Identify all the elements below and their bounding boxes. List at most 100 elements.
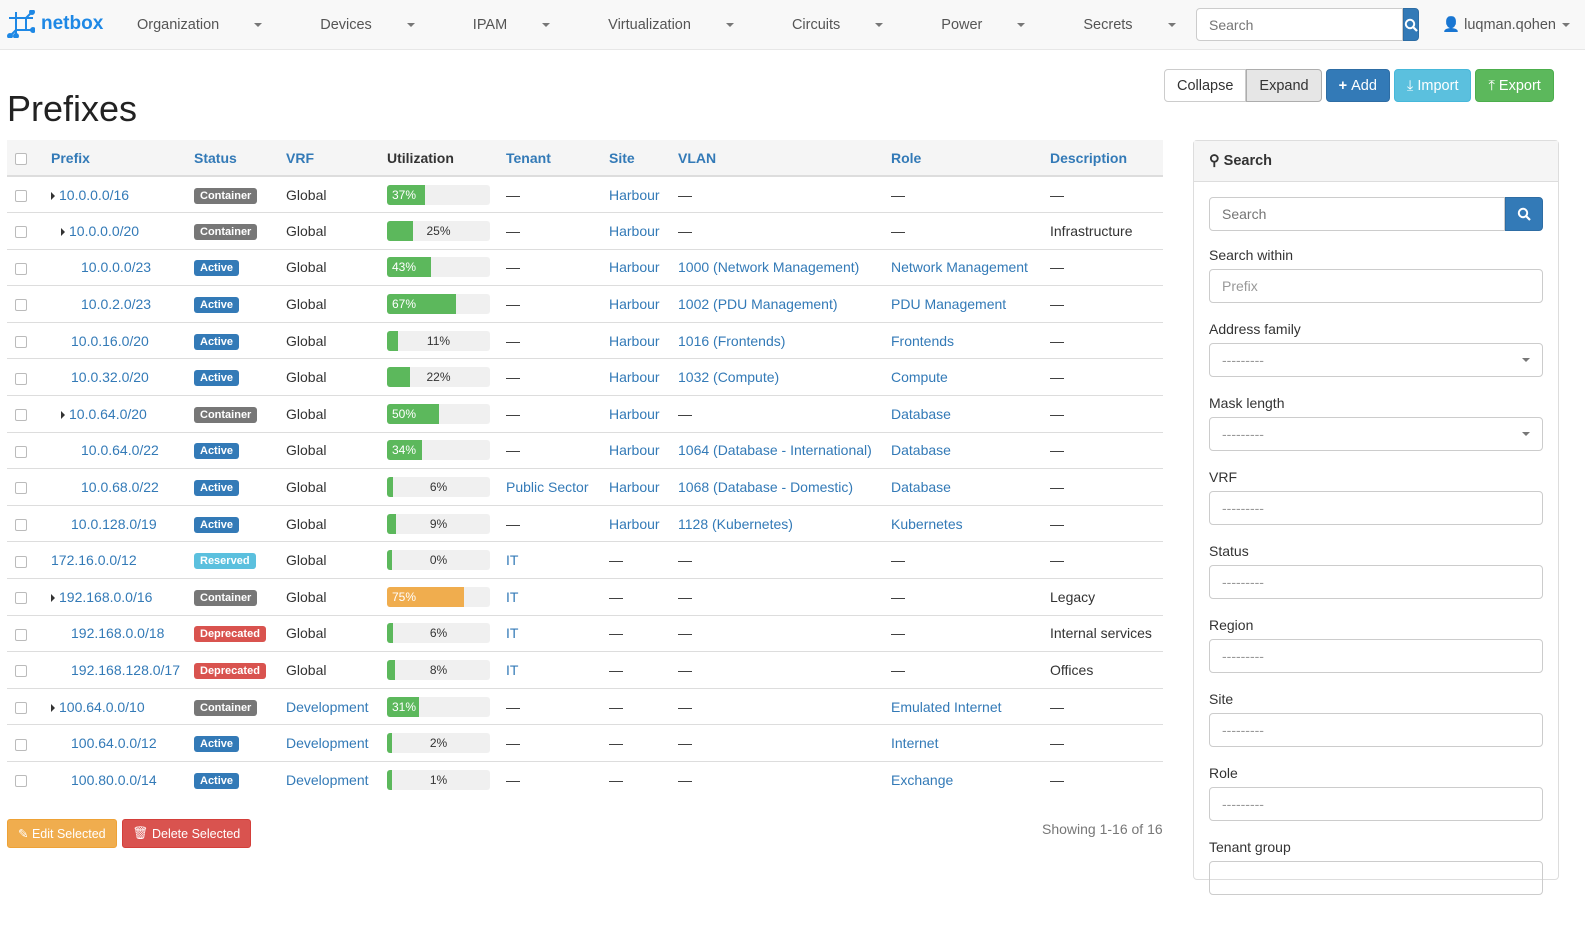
delete-selected-button[interactable]: 🗑 Delete Selected <box>121 819 252 848</box>
row-checkbox[interactable] <box>15 226 27 239</box>
row-checkbox[interactable] <box>15 555 27 568</box>
site-value[interactable]: Harbour <box>609 479 660 496</box>
row-checkbox[interactable] <box>15 299 27 312</box>
row-checkbox[interactable] <box>15 592 27 605</box>
prefix-link[interactable]: 10.0.0.0/23 <box>81 259 152 276</box>
vlan-value[interactable]: 1002 (PDU Management) <box>678 296 838 313</box>
tenant-value[interactable]: IT <box>506 588 519 605</box>
tenant-group-input[interactable] <box>1209 861 1543 895</box>
prefix-link[interactable]: 10.0.32.0/20 <box>71 369 149 386</box>
role-value[interactable]: Database <box>891 442 951 459</box>
mask-length-select[interactable]: --------- <box>1209 417 1543 451</box>
import-button[interactable]: ⤓ Import <box>1393 69 1472 102</box>
expand-toggle-icon[interactable] <box>51 703 55 712</box>
vrf-value[interactable]: Development <box>286 772 369 789</box>
tenant-value[interactable]: IT <box>506 625 519 642</box>
prefix-link[interactable]: 10.0.64.0/20 <box>69 405 147 422</box>
vrf-input[interactable]: --------- <box>1209 491 1543 525</box>
row-checkbox[interactable] <box>15 372 27 385</box>
tenant-value[interactable]: Public Sector <box>506 479 589 496</box>
role-value[interactable]: PDU Management <box>891 296 1007 313</box>
site-value[interactable]: Harbour <box>609 296 660 313</box>
role-value[interactable]: Emulated Internet <box>891 698 1002 715</box>
prefix-link[interactable]: 10.0.64.0/22 <box>81 442 159 459</box>
status-input[interactable]: --------- <box>1209 565 1543 599</box>
netbox-logo[interactable]: netbox <box>7 10 103 38</box>
site-input[interactable]: --------- <box>1209 713 1543 747</box>
prefix-link[interactable]: 192.168.128.0/17 <box>71 662 180 679</box>
site-value[interactable]: Harbour <box>609 259 660 276</box>
prefix-link[interactable]: 10.0.0.0/20 <box>69 222 140 239</box>
row-checkbox[interactable] <box>15 409 27 422</box>
col-site[interactable]: Site <box>601 140 670 177</box>
vrf-value[interactable]: Development <box>286 698 369 715</box>
vlan-value[interactable]: 1032 (Compute) <box>678 369 780 386</box>
col-role[interactable]: Role <box>883 140 1042 177</box>
site-value[interactable]: Harbour <box>609 332 660 349</box>
tenant-value[interactable]: IT <box>506 552 519 569</box>
col-tenant[interactable]: Tenant <box>498 140 601 177</box>
col-status[interactable]: Status <box>186 140 278 177</box>
row-checkbox[interactable] <box>15 518 27 531</box>
menu-ipam[interactable]: IPAM <box>473 17 579 33</box>
row-checkbox[interactable] <box>15 701 27 714</box>
edit-selected-button[interactable]: ✎ Edit Selected <box>7 819 117 848</box>
expand-button[interactable]: Expand <box>1246 69 1322 102</box>
vlan-value[interactable]: 1016 (Frontends) <box>678 332 786 349</box>
prefix-link[interactable]: 192.168.0.0/16 <box>59 588 153 605</box>
vlan-value[interactable]: 1068 (Database - Domestic) <box>678 479 854 496</box>
vrf-value[interactable]: Development <box>286 735 369 752</box>
role-value[interactable]: Kubernetes <box>891 515 963 532</box>
prefix-link[interactable]: 192.168.0.0/18 <box>71 625 165 642</box>
region-input[interactable]: --------- <box>1209 639 1543 673</box>
role-value[interactable]: Exchange <box>891 772 954 789</box>
menu-devices[interactable]: Devices <box>320 17 444 33</box>
role-value[interactable]: Compute <box>891 369 948 386</box>
row-checkbox[interactable] <box>15 335 27 348</box>
prefix-link[interactable]: 10.0.128.0/19 <box>71 515 157 532</box>
site-value[interactable]: Harbour <box>609 442 660 459</box>
col-prefix[interactable]: Prefix <box>43 140 186 177</box>
role-value[interactable]: Frontends <box>891 332 955 349</box>
row-checkbox[interactable] <box>15 738 27 751</box>
menu-virtualization[interactable]: Virtualization <box>608 17 763 33</box>
site-value[interactable]: Harbour <box>609 186 660 203</box>
col-vlan[interactable]: VLAN <box>670 140 883 177</box>
prefix-link[interactable]: 10.0.0.0/16 <box>59 186 130 203</box>
prefix-link[interactable]: 10.0.16.0/20 <box>71 332 149 349</box>
sidebar-search-button[interactable] <box>1505 197 1543 231</box>
vlan-value[interactable]: 1000 (Network Management) <box>678 259 860 276</box>
row-checkbox[interactable] <box>15 665 27 678</box>
vlan-value[interactable]: 1064 (Database - International) <box>678 442 872 459</box>
prefix-link[interactable]: 100.80.0.0/14 <box>71 772 157 789</box>
row-checkbox[interactable] <box>15 262 27 275</box>
menu-circuits[interactable]: Circuits <box>792 17 912 33</box>
role-value[interactable]: Internet <box>891 735 939 752</box>
col-description[interactable]: Description <box>1042 140 1163 177</box>
role-value[interactable]: Database <box>891 405 951 422</box>
navbar-search-button[interactable] <box>1403 8 1419 41</box>
add-button[interactable]: + Add <box>1325 69 1390 102</box>
address-family-select[interactable]: --------- <box>1209 343 1543 377</box>
site-value[interactable]: Harbour <box>609 222 660 239</box>
prefix-link[interactable]: 100.64.0.0/12 <box>71 735 157 752</box>
menu-secrets[interactable]: Secrets <box>1083 17 1204 33</box>
prefix-link[interactable]: 100.64.0.0/10 <box>59 698 145 715</box>
menu-organization[interactable]: Organization <box>137 17 291 33</box>
row-checkbox[interactable] <box>15 628 27 641</box>
vlan-value[interactable]: 1128 (Kubernetes) <box>678 515 793 532</box>
prefix-link[interactable]: 10.0.2.0/23 <box>81 296 152 313</box>
menu-power[interactable]: Power <box>941 17 1054 33</box>
site-value[interactable]: Harbour <box>609 515 660 532</box>
prefix-link[interactable]: 172.16.0.0/12 <box>51 552 137 569</box>
role-input[interactable]: --------- <box>1209 787 1543 821</box>
expand-toggle-icon[interactable] <box>61 227 65 236</box>
export-button[interactable]: ⤒ Export <box>1475 69 1554 102</box>
select-all-checkbox[interactable] <box>15 152 27 165</box>
expand-toggle-icon[interactable] <box>61 410 65 419</box>
sidebar-search-input[interactable] <box>1209 197 1505 231</box>
row-checkbox[interactable] <box>15 482 27 495</box>
row-checkbox[interactable] <box>15 189 27 202</box>
role-value[interactable]: Database <box>891 479 951 496</box>
row-checkbox[interactable] <box>15 775 27 788</box>
